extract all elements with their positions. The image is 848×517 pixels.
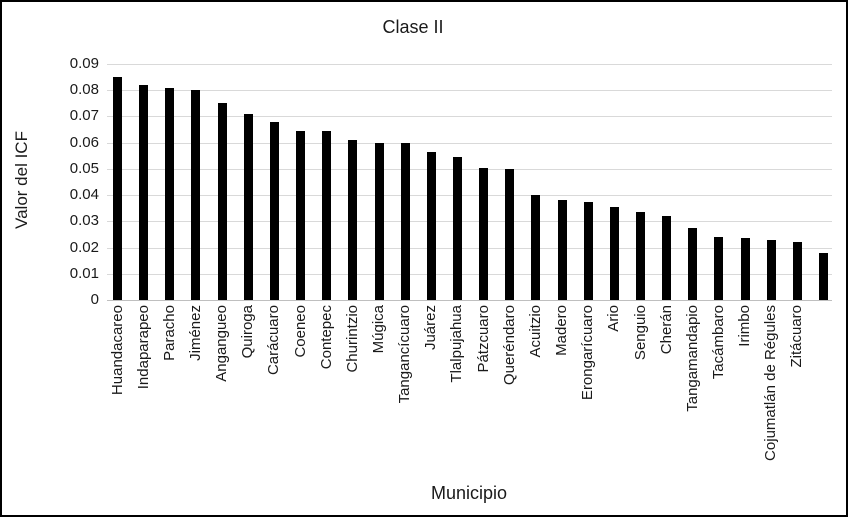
y-tick-label: 0 <box>90 291 99 308</box>
x-category-label: Angangueo <box>213 305 231 382</box>
x-category-label: Carácuaro <box>265 305 283 376</box>
plot-area <box>107 64 832 301</box>
x-category-label: Múgica <box>370 305 387 354</box>
x-category-label: Cherán <box>657 305 675 355</box>
x-category-label: Tacámbaro <box>709 305 727 380</box>
bar <box>662 216 672 300</box>
x-category-label: Senguio <box>631 305 649 361</box>
y-tick-label: 0.06 <box>69 133 99 151</box>
x-category-label: Zitácuaro <box>788 305 806 368</box>
bar <box>296 130 306 300</box>
bar <box>819 252 829 300</box>
bar <box>557 200 567 300</box>
x-category-label: Tlalpujahua <box>448 305 466 383</box>
bar <box>531 195 541 300</box>
gridline <box>107 168 832 170</box>
bar <box>322 130 332 300</box>
y-tick-label: 0.08 <box>69 81 99 99</box>
chart-title: Clase II <box>382 17 444 37</box>
x-category-label: Pátzcuaro <box>474 305 492 373</box>
bar <box>426 151 436 300</box>
bar <box>165 87 175 300</box>
x-category-label: Contepec <box>317 305 335 370</box>
y-tick-label: 0.05 <box>69 159 99 177</box>
x-category-label: Jiménez <box>186 305 204 361</box>
bar <box>400 142 410 300</box>
x-category-label: Erongarícuaro <box>579 305 597 401</box>
x-category-label: Paracho <box>160 305 178 361</box>
bar <box>191 90 201 300</box>
x-category-label: Churintzio <box>343 305 361 373</box>
y-tick-label: 0.02 <box>69 238 99 256</box>
bar <box>688 227 698 300</box>
x-category-label: Indaparapeo <box>134 305 152 390</box>
y-tick-label: 0.07 <box>69 107 99 125</box>
bar <box>348 140 358 300</box>
x-category-label: Acuitzio <box>526 305 544 358</box>
bar <box>636 212 645 300</box>
x-category-label: Quiroga <box>239 305 257 359</box>
bar <box>243 113 253 300</box>
y-tick-label: 0.03 <box>69 212 99 230</box>
x-category-label: Cojumatlán de Régules <box>762 305 780 461</box>
bar <box>766 239 776 300</box>
bar <box>609 206 619 300</box>
bar <box>792 242 802 300</box>
bar <box>139 84 149 300</box>
gridline <box>107 64 832 65</box>
y-axis-title: Valor del ICF <box>12 131 31 229</box>
bar <box>269 121 279 300</box>
bar <box>113 77 122 300</box>
x-category-label: Huandacareo <box>108 305 126 396</box>
gridline <box>107 221 832 223</box>
y-tick-label: 0.01 <box>69 264 99 282</box>
gridline <box>107 142 832 144</box>
bar <box>714 237 724 300</box>
x-category-label: Madero <box>553 305 571 356</box>
x-category-label: Ario <box>605 305 623 332</box>
bar <box>452 157 462 300</box>
x-category-label: Irimbo <box>736 305 754 347</box>
y-tick-label: 0.09 <box>69 55 99 72</box>
x-category-label: Juárez <box>422 305 440 351</box>
bar <box>740 238 750 300</box>
gridline <box>107 247 832 249</box>
bar <box>583 201 593 300</box>
bar <box>374 142 384 300</box>
bar <box>217 103 227 300</box>
bar <box>505 168 515 300</box>
x-category-label: Tangancícuaro <box>396 305 414 404</box>
x-category-label: Queréndaro <box>500 305 518 386</box>
y-tick-label: 0.04 <box>69 186 99 204</box>
bar <box>479 167 489 300</box>
gridline <box>107 273 832 275</box>
x-category-label: Coeneo <box>291 305 309 358</box>
gridline <box>107 195 832 197</box>
x-axis-title: Municipio <box>430 483 508 503</box>
gridline <box>107 116 832 118</box>
gridline <box>107 90 832 92</box>
x-category-label: Tangamandapio <box>683 305 701 412</box>
